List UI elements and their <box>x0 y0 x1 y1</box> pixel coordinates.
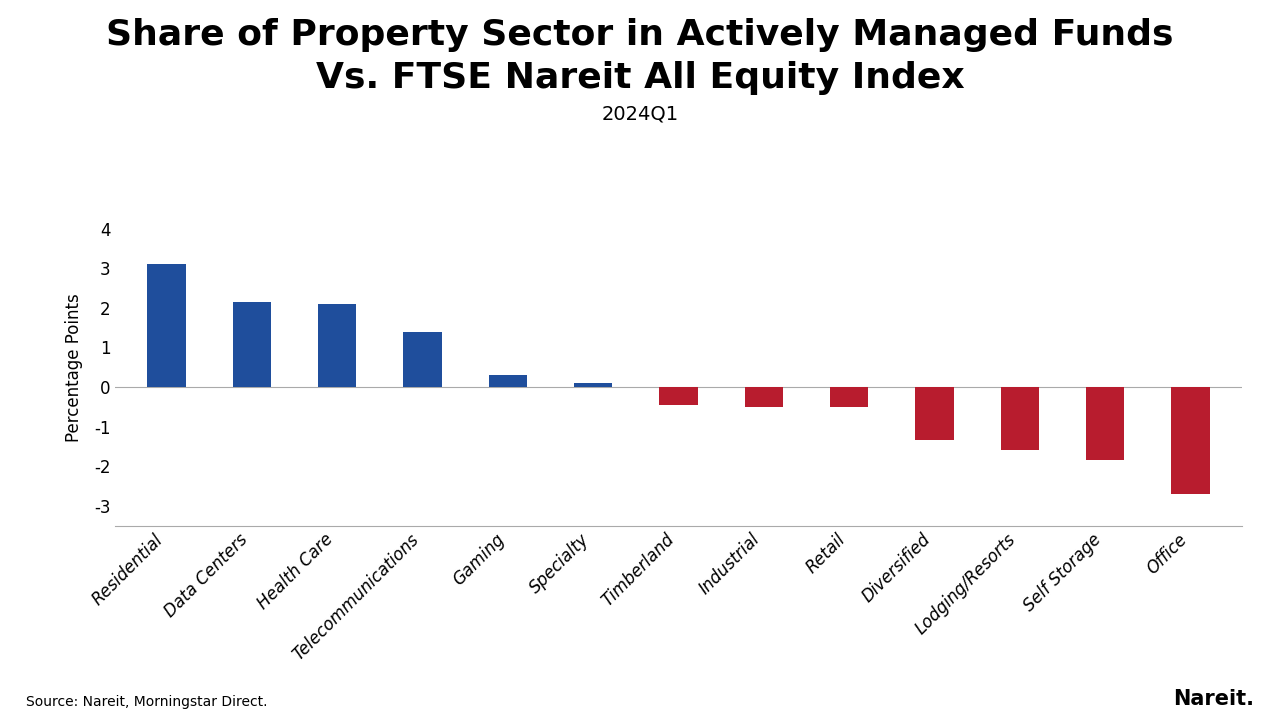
Bar <box>915 387 954 441</box>
Y-axis label: Percentage Points: Percentage Points <box>65 293 83 441</box>
Bar <box>489 375 527 387</box>
Bar <box>573 383 612 387</box>
Text: Nareit.: Nareit. <box>1174 689 1254 709</box>
Text: Source: Nareit, Morningstar Direct.: Source: Nareit, Morningstar Direct. <box>26 696 268 709</box>
Bar <box>745 387 783 407</box>
Bar <box>829 387 868 407</box>
Bar <box>317 304 356 387</box>
Bar <box>147 264 186 387</box>
Bar <box>233 302 271 387</box>
Text: Vs. FTSE Nareit All Equity Index: Vs. FTSE Nareit All Equity Index <box>316 61 964 95</box>
Text: 2024Q1: 2024Q1 <box>602 104 678 123</box>
Bar <box>659 387 698 405</box>
Bar <box>1171 387 1210 494</box>
Text: Share of Property Sector in Actively Managed Funds: Share of Property Sector in Actively Man… <box>106 18 1174 52</box>
Bar <box>403 331 442 387</box>
Bar <box>1001 387 1039 451</box>
Bar <box>1085 387 1124 460</box>
